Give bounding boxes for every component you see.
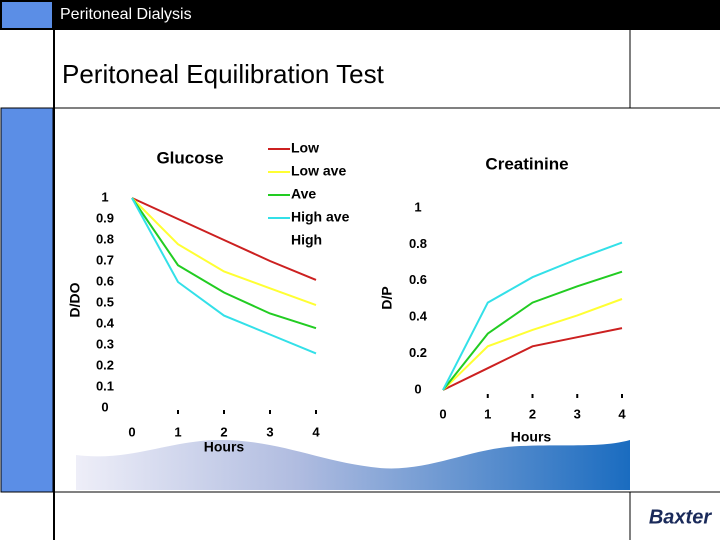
series-line	[442, 327, 623, 391]
x-tick-label: 2	[220, 424, 227, 439]
section-title: Peritoneal Dialysis	[60, 6, 192, 23]
x-axis-label: Hours	[204, 439, 245, 455]
series-line	[442, 270, 623, 391]
side-panel	[0, 107, 54, 493]
charts: Glucose D/DO Hours 0 0.1 0.2 0.3 0.4 0.5 0.6 0.7 0.…	[67, 140, 627, 455]
x-tick-label: 4	[312, 424, 320, 439]
series-line	[131, 197, 317, 307]
series-line	[131, 197, 317, 330]
logo: Baxter	[649, 506, 712, 528]
top-bar-accent	[2, 2, 52, 28]
y-tick-label: 0.5	[96, 294, 114, 309]
chart-title: Creatinine	[485, 154, 568, 173]
slide-title: Peritoneal Equilibration Test	[62, 59, 385, 89]
y-axis-label: D/DO	[67, 282, 83, 317]
series-line	[442, 241, 623, 391]
y-tick-label: 0	[414, 381, 421, 396]
legend-label: Ave	[291, 186, 316, 202]
series-line	[131, 197, 317, 281]
x-axis-label: Hours	[511, 429, 552, 445]
y-tick-label: 0.9	[96, 210, 114, 225]
x-tick-label: 4	[618, 406, 626, 421]
series-line	[131, 197, 317, 355]
y-tick-label: 0.8	[96, 231, 114, 246]
x-tick-label: 2	[529, 406, 536, 421]
series-line	[442, 298, 623, 391]
y-tick-label: 0.2	[96, 357, 114, 372]
x-tick-label: 3	[266, 424, 273, 439]
y-tick-label: 0.6	[96, 273, 114, 288]
legend-label: High	[291, 232, 322, 248]
y-tick-label: 1	[101, 189, 108, 204]
y-tick-label: 0.4	[409, 309, 428, 324]
y-tick-label: 0.7	[96, 252, 114, 267]
legend-label: Low ave	[291, 163, 346, 179]
y-tick-label: 0	[101, 399, 108, 414]
decorative-wave	[76, 440, 630, 490]
y-tick-label: 0.3	[96, 336, 114, 351]
top-bar	[0, 0, 720, 30]
legend-label: High ave	[291, 209, 350, 225]
x-tick-label: 1	[484, 406, 491, 421]
x-tick-label: 1	[174, 424, 181, 439]
y-tick-label: 0.2	[409, 345, 427, 360]
x-tick-label: 0	[439, 406, 446, 421]
y-tick-label: 0.4	[96, 315, 115, 330]
y-tick-label: 0.1	[96, 378, 114, 393]
y-tick-label: 0.6	[409, 272, 427, 287]
y-tick-label: 0.8	[409, 236, 427, 251]
y-tick-label: 1	[414, 199, 421, 214]
y-axis-label: D/P	[379, 286, 395, 309]
chart-title: Glucose	[156, 148, 223, 167]
x-tick-label: 3	[574, 406, 581, 421]
legend-label: Low	[291, 140, 319, 156]
x-tick-label: 0	[128, 424, 135, 439]
